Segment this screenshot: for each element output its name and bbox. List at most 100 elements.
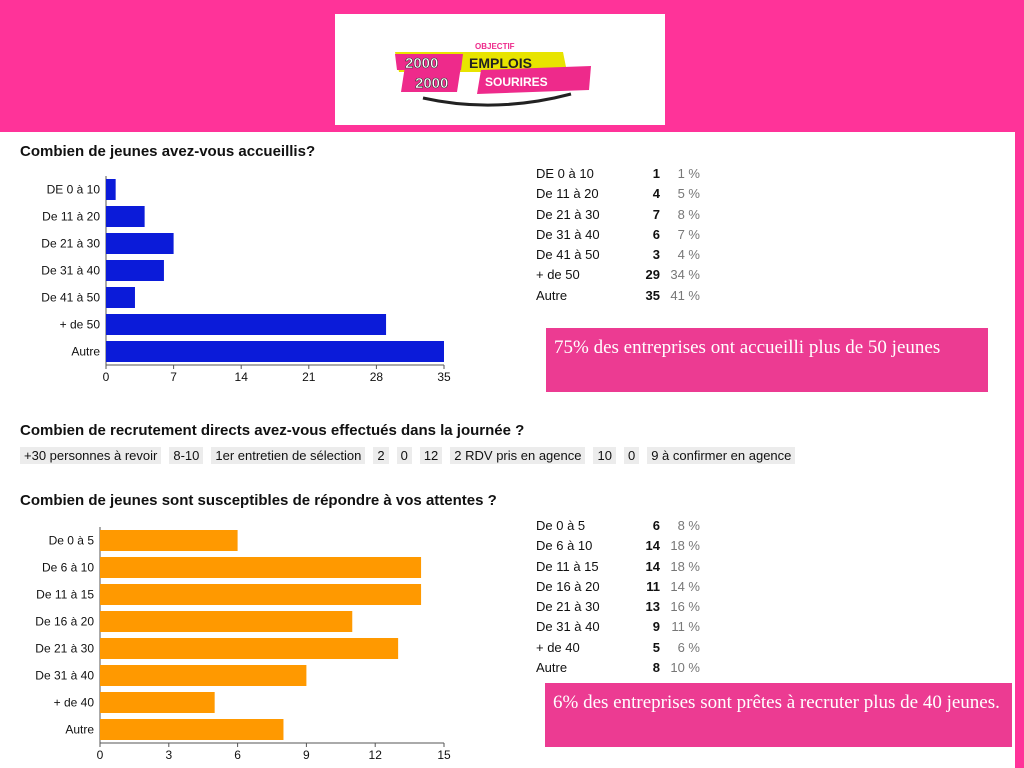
row-label: De 31 à 40 [536,619,600,635]
x-tick-label: 0 [97,748,104,762]
row-label: Autre [536,660,568,676]
row-label: De 0 à 5 [536,518,586,533]
bar [100,665,307,686]
x-tick-label: 35 [437,370,451,384]
bar [106,287,135,308]
category-label: De 21 à 30 [35,642,94,656]
category-label: + de 40 [54,696,95,710]
q2-answer: 12 [419,447,443,464]
q2-answer: 9 à confirmer en agence [647,447,796,464]
row-percent: 4 % [677,247,700,263]
row-label: De 21 à 30 [536,599,600,615]
logo-2000-bottom: 2000 [415,75,448,92]
bar [100,638,399,659]
row-label: + de 40 [536,639,580,655]
x-tick-label: 14 [235,370,249,384]
row-count: 11 [646,578,660,594]
q2-answer: 2 RDV pris en agence [450,447,586,464]
row-percent: 18 % [670,538,700,554]
logo-smile [422,92,572,107]
row-label: De 11 à 15 [536,558,599,574]
table-row: De 41 à 50 3 4 % [536,245,700,265]
category-label: Autre [65,723,94,737]
x-tick-label: 9 [303,748,310,762]
table-row: De 6 à 10 14 18 % [536,536,700,556]
category-label: De 31 à 40 [41,264,100,278]
logo-graphic: OBJECTIF 2000 EMPLOIS 2000 SOURIRES [395,42,591,107]
bar [100,530,238,551]
bar [106,233,174,254]
x-tick-label: 3 [165,748,172,762]
table-row: De 31 à 40 9 11 % [536,617,700,637]
row-label: DE 0 à 10 [536,166,594,181]
row-percent: 14 % [670,578,700,594]
q2-answer: 10 [593,447,616,464]
q1-bar-chart: DE 0 à 10 De 11 à 20 De 21 à 30 De 31 à 40 D… [41,176,451,384]
row-percent: 34 % [670,267,700,283]
logo-sourires: SOURIRES [485,75,548,89]
row-count: 13 [645,599,660,615]
q3-summary-table: De 0 à 5 6 8 % De 6 à 10 14 18 % De 11 à 15 14 1… [536,516,700,678]
row-count: 6 [652,226,660,242]
x-tick-label: 7 [170,370,177,384]
row-percent: 10 % [670,660,700,676]
category-label: De 11 à 20 [42,210,100,224]
logo-pink-right [477,66,591,94]
category-label: De 16 à 20 [35,615,94,629]
q2-answer: 8-10 [169,447,204,464]
row-percent: 1 % [677,166,700,181]
x-tick-label: 12 [369,748,383,762]
q2-title: Combien de recrutement directs avez-vous… [20,422,525,439]
row-percent: 18 % [670,558,700,574]
row-label: De 16 à 20 [536,578,600,594]
bar [100,692,215,713]
x-tick-label: 6 [234,748,241,762]
q2-answer: 0 [623,447,640,464]
table-row: + de 50 29 34 % [536,265,700,285]
x-tick-label: 28 [370,370,384,384]
q2-answer: 0 [396,447,412,464]
row-count: 5 [652,639,660,655]
row-count: 6 [652,518,660,533]
table-row: De 16 à 20 11 14 % [536,577,700,597]
logo-pink-left [401,66,461,92]
q3-title: Combien de jeunes sont susceptibles de r… [20,492,497,509]
category-label: De 0 à 5 [49,534,95,548]
bar [100,557,422,578]
row-count: 14 [645,558,660,574]
q1-summary-table: DE 0 à 10 1 1 % De 11 à 20 4 5 % De 21 à 30 7 8 … [536,164,700,306]
row-label: De 31 à 40 [536,226,600,242]
bar [106,260,164,281]
category-label: De 11 à 15 [36,588,94,602]
row-percent: 8 % [677,518,700,533]
row-percent: 16 % [670,599,700,615]
q3-bar-chart: De 0 à 5 De 6 à 10 De 11 à 15 De 16 à 20 De … [35,527,451,762]
row-count: 1 [652,166,660,181]
row-percent: 5 % [677,186,700,202]
category-label: + de 50 [60,318,101,332]
table-row: DE 0 à 10 1 1 % [536,164,700,184]
bar [100,584,422,605]
row-percent: 7 % [677,226,700,242]
row-count: 29 [645,267,660,283]
row-count: 9 [652,619,660,635]
x-tick-label: 0 [103,370,110,384]
bar [100,611,353,632]
category-label: De 31 à 40 [35,669,94,683]
category-label: Autre [71,345,100,359]
q2-answers: +30 personnes à revoir 8-10 1er entretien … [20,447,796,464]
category-label: De 21 à 30 [41,237,100,251]
row-count: 14 [645,538,660,554]
right-border [1015,132,1024,768]
row-label: + de 50 [536,267,580,283]
row-count: 7 [652,206,660,222]
table-row: De 21 à 30 13 16 % [536,597,700,617]
table-row: De 21 à 30 7 8 % [536,205,700,225]
table-row: Autre 35 41 % [536,286,700,306]
table-row: De 31 à 40 6 7 % [536,225,700,245]
category-label: De 6 à 10 [42,561,94,575]
q1-callout: 75% des entreprises ont accueilli plus d… [546,328,988,392]
table-row: De 11 à 15 14 18 % [536,557,700,577]
category-label: De 41 à 50 [41,291,100,305]
bar [106,314,387,335]
